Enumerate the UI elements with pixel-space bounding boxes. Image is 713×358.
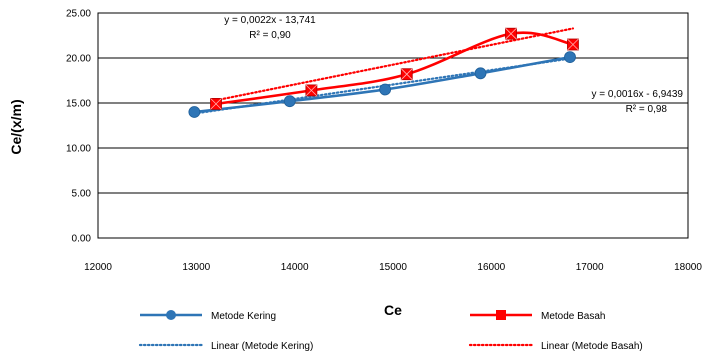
plot-area [97,12,689,239]
legend-marker [166,310,176,320]
x-tick-label: 15000 [379,262,407,273]
data-point-kering [474,67,487,80]
x-tick-label: 12000 [84,262,112,273]
legend-label: Linear (Metode Basah) [541,341,643,352]
legend-label: Metode Basah [541,311,606,322]
series [188,27,579,118]
x-tick-label: 16000 [477,262,505,273]
series-line-basah [215,31,574,106]
equation-basah: y = 0,0022x - 13,741 [224,15,316,26]
r-squared-basah: R² = 0,90 [249,30,291,41]
x-tick-label: 14000 [281,262,309,273]
legend-label: Linear (Metode Kering) [211,341,313,352]
y-axis-title: Ce/(x/m) [8,99,24,154]
legend-item: Linear (Metode Basah) [468,341,643,352]
trendline-equations: y = 0,0016x - 6,9439 R² = 0,98 y = 0,0022x… [224,15,683,115]
x-axis-title: Ce [384,302,402,318]
x-tick-label: 13000 [182,262,210,273]
y-tick-label: 20.00 [66,54,91,65]
y-tick-labels: 0.00 5.00 10.00 15.00 20.00 25.00 [66,9,91,245]
data-point-basah [400,68,413,81]
y-tick-label: 0.00 [72,234,92,245]
axes [97,12,689,239]
legend-item: Metode Kering [140,310,276,322]
x-tick-labels: 12000 13000 14000 15000 16000 17000 18000 [84,262,702,273]
legend-label: Metode Kering [211,311,276,322]
y-tick-label: 25.00 [66,9,91,20]
data-point-kering [283,95,296,108]
legend-marker [496,310,506,320]
marker-cross [305,84,318,97]
legend-item: Metode Basah [470,310,606,322]
trendline-basah [214,27,575,102]
x-tick-label: 17000 [576,262,604,273]
legend: Metode Kering Metode Basah Linear (Metode … [138,310,643,352]
y-tick-label: 15.00 [66,99,91,110]
y-tick-label: 5.00 [72,189,92,200]
r-squared-kering: R² = 0,98 [626,104,668,115]
data-point-basah [567,38,579,51]
grid [98,12,688,239]
legend-item: Linear (Metode Kering) [138,341,313,352]
data-point-basah [210,98,222,110]
data-point-kering [379,83,392,96]
marker-cross [567,38,579,51]
x-tick-label: 18000 [674,262,702,273]
equation-kering: y = 0,0016x - 6,9439 [592,89,684,100]
data-point-kering [564,51,576,63]
y-tick-label: 10.00 [66,144,91,155]
marker-cross [400,68,413,80]
marker-cross [210,98,222,110]
data-point-kering [188,106,201,118]
trendlines [193,27,575,115]
marker-cross [505,27,517,40]
data-point-basah [305,84,318,97]
data-point-basah [505,27,517,40]
